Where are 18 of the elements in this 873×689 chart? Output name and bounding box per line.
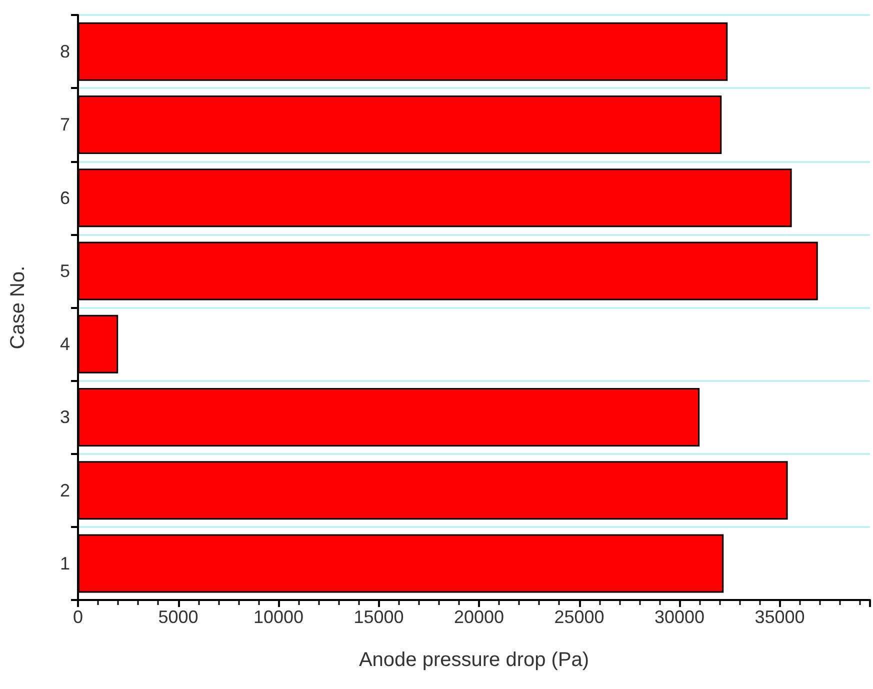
y-tick-label: 5	[60, 260, 70, 281]
x-tick-label: 15000	[354, 607, 404, 627]
x-tick-label: 35000	[754, 607, 805, 627]
x-tick-label: 5000	[158, 607, 198, 627]
x-tick-label: 30000	[654, 607, 705, 627]
y-tick-label: 6	[60, 188, 70, 208]
y-tick-label: 8	[60, 42, 70, 62]
x-tick-label: 20000	[454, 607, 504, 627]
y-tick-label: 1	[60, 553, 70, 574]
y-tick-label: 4	[60, 334, 70, 354]
x-tick-label: 0	[72, 607, 84, 627]
x-tick-label: 10000	[253, 607, 304, 627]
y-tick-label: 2	[60, 480, 70, 500]
y-tick-label: 3	[60, 407, 70, 428]
y-axis-title: Case No.	[7, 266, 29, 350]
x-tick-label: 25000	[554, 607, 604, 627]
y-tick-label: 7	[60, 114, 70, 135]
x-axis-title: Anode pressure drop (Pa)	[358, 649, 590, 671]
